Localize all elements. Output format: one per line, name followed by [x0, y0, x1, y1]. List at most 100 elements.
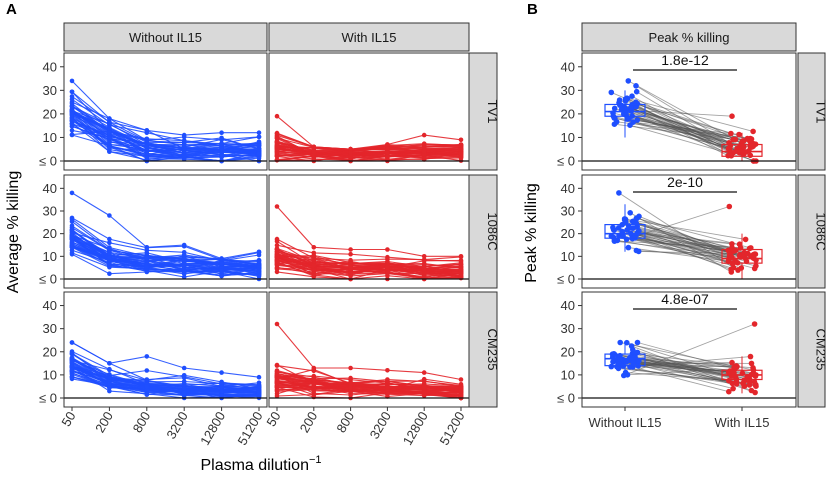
series-line — [276, 385, 462, 395]
series-line — [71, 357, 260, 393]
x-tick-label: 50 — [58, 409, 78, 429]
data-point — [311, 149, 317, 155]
panel-b-ytick-label: 10 — [561, 249, 575, 264]
panel-b-ytick-label: 20 — [561, 344, 575, 359]
box-without — [604, 224, 646, 239]
point-with — [733, 381, 740, 387]
panel-a-ytick-label: 30 — [43, 83, 57, 98]
data-point — [385, 368, 390, 373]
data-point — [421, 253, 427, 259]
point-without — [626, 115, 632, 122]
point-without — [617, 339, 623, 346]
paired-line — [625, 221, 733, 249]
data-point — [69, 216, 75, 222]
data-point — [348, 251, 353, 257]
paired-line — [635, 353, 737, 367]
point-without — [616, 97, 623, 103]
panel-b-strip-title-label: Peak % killing — [649, 30, 730, 45]
data-point — [107, 255, 112, 260]
x-tick-label: 3200 — [367, 409, 394, 442]
data-point — [385, 265, 390, 271]
point-without — [627, 210, 633, 216]
series-line — [277, 388, 462, 396]
panel-b-ytick-label: 20 — [561, 106, 575, 121]
point-without — [630, 347, 636, 353]
point-without — [610, 224, 616, 231]
data-point — [311, 263, 317, 268]
panel-a-ytick-label: 30 — [43, 204, 57, 219]
box-with — [721, 248, 763, 264]
data-point — [311, 245, 317, 250]
data-point — [219, 135, 224, 141]
data-point — [69, 128, 75, 133]
data-point — [69, 190, 75, 196]
data-point — [385, 385, 390, 390]
panel-a-strip-row-label: 1086C — [485, 212, 500, 250]
x-axis-label-main: Plasma dilution — [200, 457, 309, 474]
paired-line — [630, 232, 732, 245]
data-point — [421, 274, 427, 279]
panel-b-strip-row-0 — [797, 52, 826, 171]
series-line — [71, 217, 260, 261]
data-point — [256, 146, 262, 152]
data-point — [458, 254, 464, 260]
point-with — [726, 203, 733, 210]
point-with — [734, 145, 740, 152]
panel-a-ytick-label: 40 — [43, 181, 57, 196]
series-line — [276, 266, 462, 278]
panel-a-strip-row-0 — [468, 52, 498, 171]
data-point — [219, 389, 224, 394]
data-point — [311, 144, 317, 150]
x-tick-label: 51200 — [235, 409, 266, 448]
x-tick-label: 200 — [297, 409, 321, 435]
data-point — [219, 153, 224, 159]
panel-b-ytick-label: 20 — [561, 226, 575, 241]
series-line — [276, 154, 462, 162]
series-line — [276, 386, 462, 395]
series-line — [71, 123, 260, 159]
point-with — [729, 380, 736, 387]
data-point — [181, 138, 187, 143]
data-point — [256, 252, 262, 258]
panel-a-ytick-label: 30 — [43, 321, 57, 336]
data-point — [144, 354, 150, 359]
x-tick-label: 800 — [333, 409, 357, 435]
panel-a-strip-row-1 — [468, 174, 498, 289]
paired-line — [616, 366, 733, 384]
point-without — [610, 359, 616, 365]
series-line — [71, 243, 260, 268]
point-without — [616, 190, 622, 196]
panel-b-x-tick-label: With IL15 — [715, 415, 770, 430]
series-line — [276, 247, 462, 270]
data-point — [107, 116, 112, 121]
data-point — [256, 380, 262, 386]
data-point — [181, 386, 187, 391]
data-point — [144, 144, 150, 149]
point-without — [634, 339, 641, 346]
paired-line — [629, 124, 757, 162]
data-point — [348, 380, 353, 385]
data-point — [385, 260, 390, 266]
paired-line — [638, 230, 744, 257]
data-point — [274, 260, 280, 265]
data-point — [107, 140, 112, 145]
data-point — [256, 151, 262, 156]
facet-panel-border — [63, 291, 268, 408]
facet-series-group — [69, 78, 262, 164]
panel-b-strip-row-label: TV1 — [814, 100, 829, 124]
data-point — [69, 250, 75, 256]
data-point — [69, 364, 75, 370]
data-point — [107, 271, 112, 277]
point-without — [613, 119, 620, 125]
panel-b-strip-row-label: 1086C — [814, 212, 829, 250]
data-point — [274, 254, 280, 259]
series-line — [276, 256, 462, 280]
data-point — [181, 269, 187, 274]
data-point — [421, 266, 427, 272]
point-with — [746, 379, 753, 385]
data-point — [311, 382, 317, 387]
point-with — [748, 360, 755, 367]
data-point — [274, 363, 280, 368]
point-with — [731, 364, 738, 370]
point-with — [730, 385, 736, 392]
